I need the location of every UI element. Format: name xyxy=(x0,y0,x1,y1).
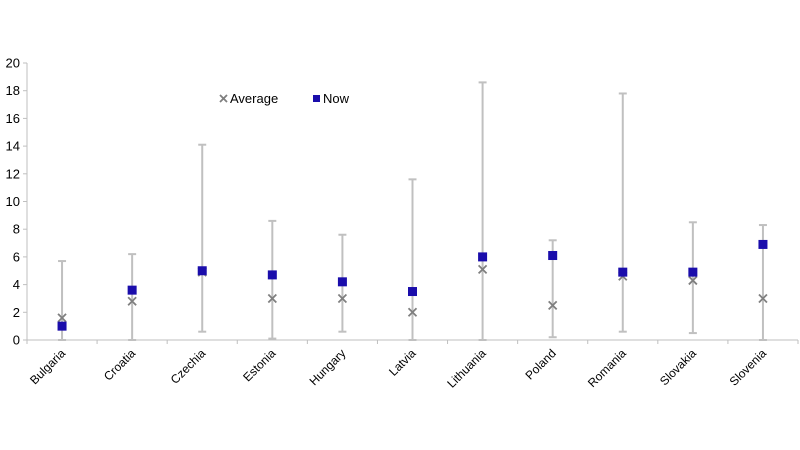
now-point xyxy=(337,277,347,287)
axes: 0 2 4 6 8 10 12 14 16 18 20 Bulgaria Croatia Czechia E… xyxy=(6,56,799,391)
average-stroke xyxy=(688,275,698,286)
legend-now-marker xyxy=(313,95,320,102)
now-point xyxy=(127,285,137,295)
legend: Average Now xyxy=(219,91,350,106)
now-point xyxy=(618,267,628,277)
y-tick-label: 20 xyxy=(6,56,20,71)
category-label: Poland xyxy=(522,346,558,382)
category-label: Czechia xyxy=(168,346,209,387)
average-point xyxy=(127,296,137,306)
y-tick-label: 2 xyxy=(13,305,20,320)
category-label: Slovakia xyxy=(657,346,699,388)
average-stroke xyxy=(337,293,348,304)
now-point xyxy=(688,267,698,277)
y-tick-label: 12 xyxy=(6,166,20,181)
y-tick-label: 18 xyxy=(6,83,20,98)
y-tick-label: 14 xyxy=(6,139,20,154)
average-point xyxy=(477,264,488,275)
category-label: Croatia xyxy=(101,346,138,383)
average-point xyxy=(688,275,698,286)
now-point xyxy=(758,239,768,249)
legend-average-marker xyxy=(219,94,228,103)
average-point xyxy=(758,293,768,304)
category-label: Lithuania xyxy=(444,346,489,391)
average-point xyxy=(57,313,67,323)
category-label: Romania xyxy=(585,346,629,390)
average-point xyxy=(548,300,558,311)
now-point xyxy=(548,251,558,261)
range-whiskers xyxy=(58,81,767,341)
average-point xyxy=(337,293,348,304)
average-stroke xyxy=(267,293,277,304)
category-label: Hungary xyxy=(307,346,349,388)
y-tick-label: 4 xyxy=(13,277,20,292)
now-point xyxy=(478,252,488,262)
average-stroke xyxy=(548,300,558,311)
category-label: Slovenia xyxy=(727,346,770,389)
y-tick-label: 6 xyxy=(13,249,20,264)
average-stroke xyxy=(57,313,67,323)
now-point xyxy=(57,321,67,331)
category-label: Estonia xyxy=(240,346,278,384)
legend-average-label: Average xyxy=(230,91,278,106)
now-point xyxy=(267,270,277,280)
y-tick-label: 10 xyxy=(6,194,20,209)
average-stroke xyxy=(758,293,768,304)
now-point xyxy=(408,287,417,297)
category-label: Bulgaria xyxy=(27,346,68,387)
category-label: Latvia xyxy=(386,346,419,379)
average-stroke xyxy=(477,264,488,275)
average-point xyxy=(407,307,418,317)
y-tick-label: 8 xyxy=(13,222,20,237)
now-point xyxy=(197,266,207,276)
average-stroke xyxy=(127,296,137,306)
y-tick-label: 0 xyxy=(13,333,20,348)
legend-now-label: Now xyxy=(323,91,350,106)
average-stroke xyxy=(407,307,418,317)
now-markers xyxy=(57,239,768,331)
average-point xyxy=(267,293,277,304)
y-tick-label: 16 xyxy=(6,111,20,126)
